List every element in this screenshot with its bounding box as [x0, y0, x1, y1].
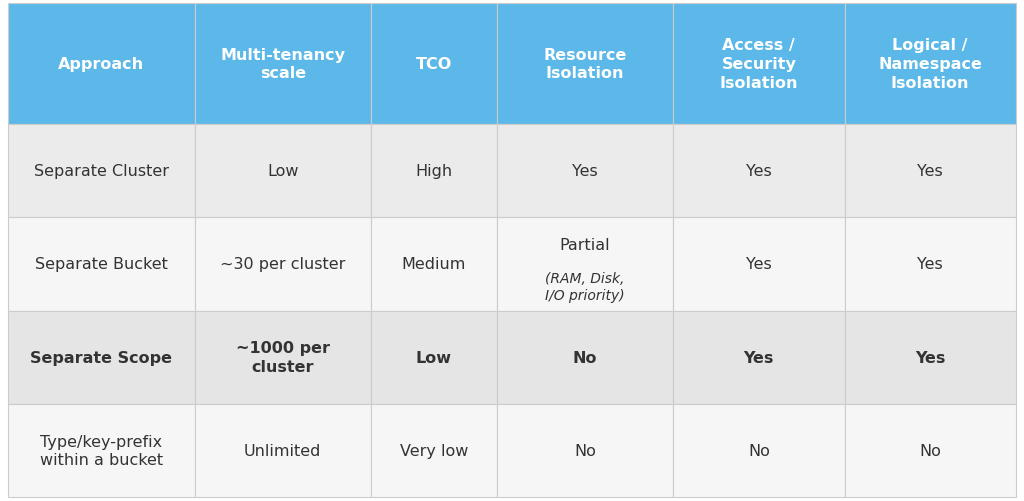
FancyBboxPatch shape: [673, 404, 845, 497]
Text: Access /
Security
Isolation: Access / Security Isolation: [720, 39, 798, 91]
FancyBboxPatch shape: [371, 125, 497, 218]
Text: Very low: Very low: [399, 443, 468, 458]
Text: ~1000 per
cluster: ~1000 per cluster: [236, 341, 330, 374]
Text: Unlimited: Unlimited: [244, 443, 322, 458]
FancyBboxPatch shape: [195, 311, 371, 404]
FancyBboxPatch shape: [497, 4, 673, 125]
Text: Yes: Yes: [746, 257, 772, 272]
Text: Yes: Yes: [743, 350, 774, 365]
FancyBboxPatch shape: [371, 311, 497, 404]
Text: No: No: [574, 443, 596, 458]
FancyBboxPatch shape: [845, 218, 1016, 311]
Text: TCO: TCO: [416, 57, 452, 72]
FancyBboxPatch shape: [8, 4, 195, 125]
FancyBboxPatch shape: [371, 218, 497, 311]
Text: Separate Scope: Separate Scope: [31, 350, 172, 365]
Text: Type/key-prefix
within a bucket: Type/key-prefix within a bucket: [40, 434, 163, 467]
FancyBboxPatch shape: [673, 218, 845, 311]
FancyBboxPatch shape: [8, 125, 195, 218]
Text: Yes: Yes: [918, 164, 943, 179]
Text: ~30 per cluster: ~30 per cluster: [220, 257, 345, 272]
Text: Medium: Medium: [401, 257, 466, 272]
FancyBboxPatch shape: [673, 4, 845, 125]
FancyBboxPatch shape: [845, 4, 1016, 125]
Text: Multi-tenancy
scale: Multi-tenancy scale: [220, 48, 345, 81]
FancyBboxPatch shape: [497, 311, 673, 404]
FancyBboxPatch shape: [497, 125, 673, 218]
FancyBboxPatch shape: [195, 4, 371, 125]
FancyBboxPatch shape: [845, 404, 1016, 497]
Text: No: No: [572, 350, 597, 365]
Text: Logical /
Namespace
Isolation: Logical / Namespace Isolation: [879, 39, 982, 91]
Text: No: No: [748, 443, 770, 458]
Text: Yes: Yes: [918, 257, 943, 272]
Text: Resource
Isolation: Resource Isolation: [544, 48, 627, 81]
Text: High: High: [416, 164, 453, 179]
Text: (RAM, Disk,
I/O priority): (RAM, Disk, I/O priority): [545, 272, 625, 302]
Text: Yes: Yes: [746, 164, 772, 179]
Text: Separate Bucket: Separate Bucket: [35, 257, 168, 272]
Text: No: No: [920, 443, 941, 458]
FancyBboxPatch shape: [8, 404, 195, 497]
FancyBboxPatch shape: [195, 125, 371, 218]
FancyBboxPatch shape: [845, 125, 1016, 218]
FancyBboxPatch shape: [195, 404, 371, 497]
Text: Low: Low: [267, 164, 299, 179]
Text: Partial: Partial: [560, 238, 610, 253]
FancyBboxPatch shape: [371, 404, 497, 497]
FancyBboxPatch shape: [371, 4, 497, 125]
Text: Yes: Yes: [572, 164, 598, 179]
Text: Yes: Yes: [915, 350, 945, 365]
FancyBboxPatch shape: [8, 218, 195, 311]
FancyBboxPatch shape: [673, 125, 845, 218]
FancyBboxPatch shape: [195, 218, 371, 311]
Text: Separate Cluster: Separate Cluster: [34, 164, 169, 179]
FancyBboxPatch shape: [8, 311, 195, 404]
FancyBboxPatch shape: [497, 218, 673, 311]
Text: Low: Low: [416, 350, 452, 365]
FancyBboxPatch shape: [845, 311, 1016, 404]
Text: Approach: Approach: [58, 57, 144, 72]
FancyBboxPatch shape: [673, 311, 845, 404]
FancyBboxPatch shape: [497, 404, 673, 497]
